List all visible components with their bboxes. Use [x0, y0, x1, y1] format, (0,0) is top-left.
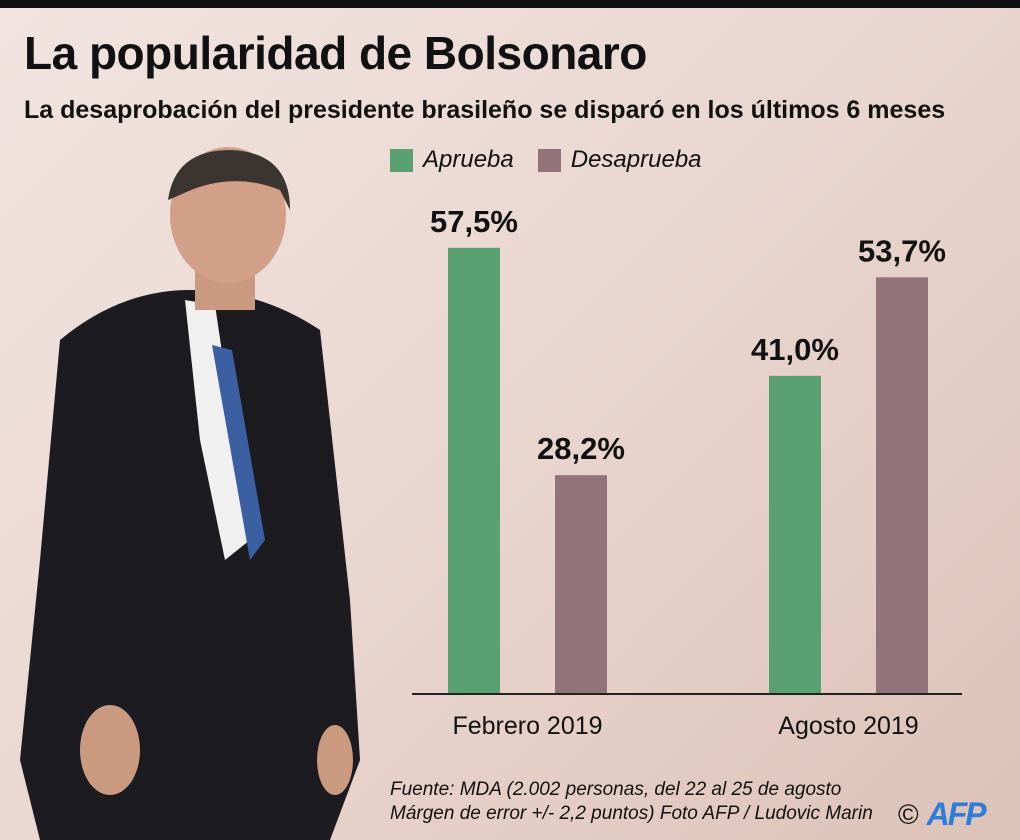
legend-swatch-desaprueba: [537, 148, 561, 172]
source-line-2: Márgen de error +/- 2,2 puntos) Foto AFP…: [390, 803, 873, 824]
afp-credit: © AFP: [898, 796, 987, 833]
legend-label-aprueba: Aprueba: [423, 146, 514, 173]
chart-subtitle: La desaprobación del presidente brasileñ…: [24, 96, 946, 124]
data-label: 28,2%: [537, 431, 625, 466]
bar-aprueba-0: [448, 247, 500, 695]
bar-desaprueba-1: [876, 277, 928, 694]
x-tick-label: Agosto 2019: [778, 712, 918, 740]
afp-logo: AFP: [926, 796, 987, 832]
source-line-1: Fuente: MDA (2.002 personas, del 22 al 2…: [390, 779, 842, 800]
bar-aprueba-1: [769, 375, 821, 694]
legend-swatch-aprueba: [390, 148, 413, 172]
source-note: Fuente: MDA (2.002 personas, del 22 al 2…: [390, 778, 873, 826]
legend: Aprueba Desaprueba: [390, 146, 726, 174]
data-label: 53,7%: [858, 233, 946, 268]
president-photo: [20, 147, 360, 840]
legend-label-desaprueba: Desaprueba: [570, 146, 702, 173]
bar-desaprueba-0: [555, 475, 607, 694]
data-label: 41,0%: [751, 332, 839, 367]
copyright-symbol: ©: [898, 798, 919, 830]
x-tick-label: Febrero 2019: [452, 712, 602, 740]
chart-title: La popularidad de Bolsonaro: [24, 27, 647, 79]
data-label: 57,5%: [430, 204, 518, 239]
top-bar: [0, 0, 1020, 8]
